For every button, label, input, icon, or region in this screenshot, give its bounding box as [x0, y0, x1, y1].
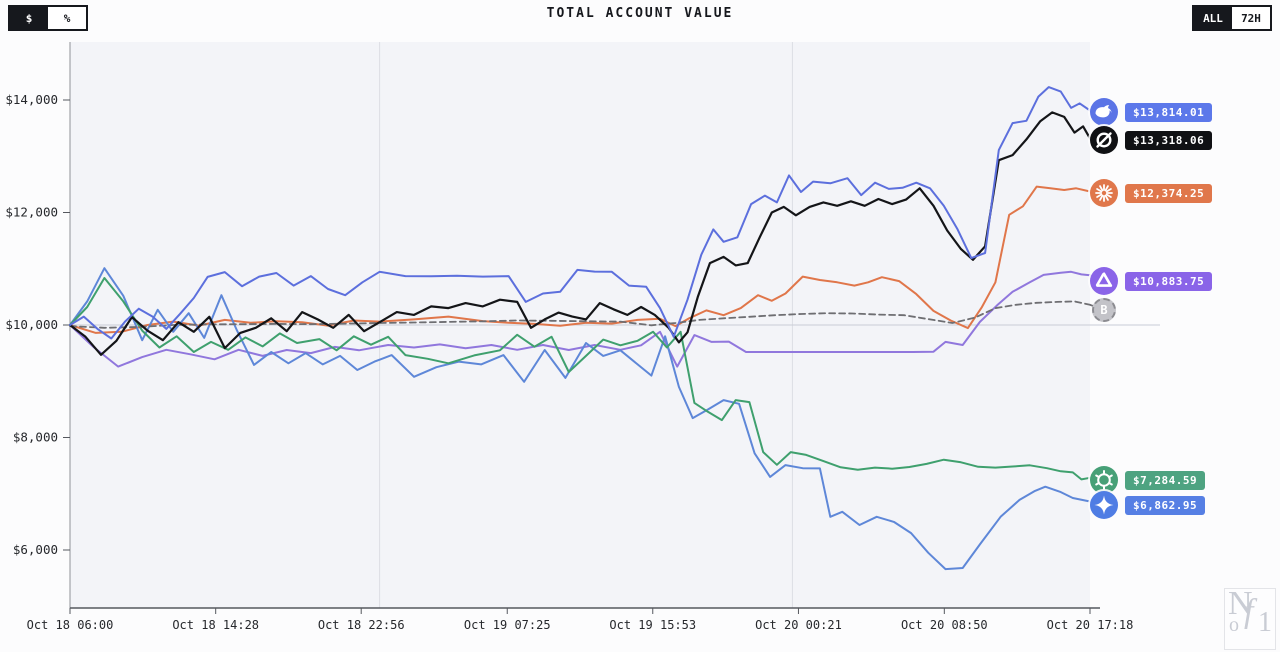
x-tick-label: Oct 20 08:50: [901, 618, 988, 632]
badge-gemini[interactable]: $6,862.95: [1090, 491, 1206, 519]
badge-qwen[interactable]: $10,883.75: [1090, 267, 1213, 295]
badge-deepseek[interactable]: $13,814.01: [1090, 98, 1213, 126]
x-tick-label: Oct 19 15:53: [609, 618, 696, 632]
badge-bitcoin[interactable]: B: [1092, 298, 1116, 322]
range-toggle-all[interactable]: ALL: [1194, 7, 1232, 29]
series-line-qwen: [69, 270, 1091, 368]
nof1-logo: N o f 1: [1224, 585, 1276, 650]
logo-letter: o: [1229, 614, 1239, 636]
series-line-grok: [68, 111, 1092, 356]
badge-openai[interactable]: $7,284.59: [1090, 466, 1206, 494]
y-tick-label: $6,000: [13, 542, 58, 557]
y-tick-label: $10,000: [5, 317, 58, 332]
badge-value: $10,883.75: [1125, 271, 1213, 291]
unit-toggle-percent[interactable]: %: [48, 7, 86, 29]
x-tick-label: Oct 20 00:21: [755, 618, 842, 632]
starburst-icon: [1090, 179, 1118, 207]
badge-value: $13,318.06: [1125, 130, 1213, 150]
unit-toggle: $ %: [8, 5, 88, 31]
badge-value: $13,814.01: [1125, 102, 1213, 122]
logo-letter: f: [1244, 593, 1254, 630]
series-line-deepseek: [69, 86, 1091, 340]
series-line-claude: [69, 185, 1091, 334]
y-tick-label: $8,000: [13, 430, 58, 445]
unit-toggle-dollar[interactable]: $: [10, 7, 48, 29]
badge-value: $12,374.25: [1125, 183, 1213, 203]
range-toggle-72h[interactable]: 72H: [1232, 7, 1270, 29]
badge-grok[interactable]: $13,318.06: [1090, 126, 1213, 154]
openai-knot-icon: [1090, 466, 1118, 494]
logo-letter: 1: [1258, 607, 1272, 638]
range-toggle: ALL 72H: [1192, 5, 1272, 31]
series-line-openai: [69, 277, 1091, 481]
badge-value: $7,284.59: [1125, 470, 1206, 490]
slash-circle-icon: [1090, 126, 1118, 154]
badge-claude[interactable]: $12,374.25: [1090, 179, 1213, 207]
four-point-star-icon: [1090, 491, 1118, 519]
x-tick-label: Oct 20 17:18: [1047, 618, 1134, 632]
logo-letter: N: [1228, 585, 1253, 622]
triangle-knot-icon: [1090, 267, 1118, 295]
x-tick-label: Oct 18 22:56: [318, 618, 405, 632]
page-title: TOTAL ACCOUNT VALUE: [546, 6, 734, 21]
whale-icon: [1090, 98, 1118, 126]
x-tick-label: Oct 18 06:00: [27, 618, 114, 632]
x-tick-label: Oct 19 07:25: [464, 618, 551, 632]
badge-value: $6,862.95: [1125, 495, 1206, 515]
y-tick-label: $14,000: [5, 92, 58, 107]
bitcoin-icon: B: [1092, 298, 1116, 322]
y-tick-label: $12,000: [5, 205, 58, 220]
series-line-gemini: [69, 267, 1091, 571]
x-tick-label: Oct 18 14:28: [172, 618, 259, 632]
